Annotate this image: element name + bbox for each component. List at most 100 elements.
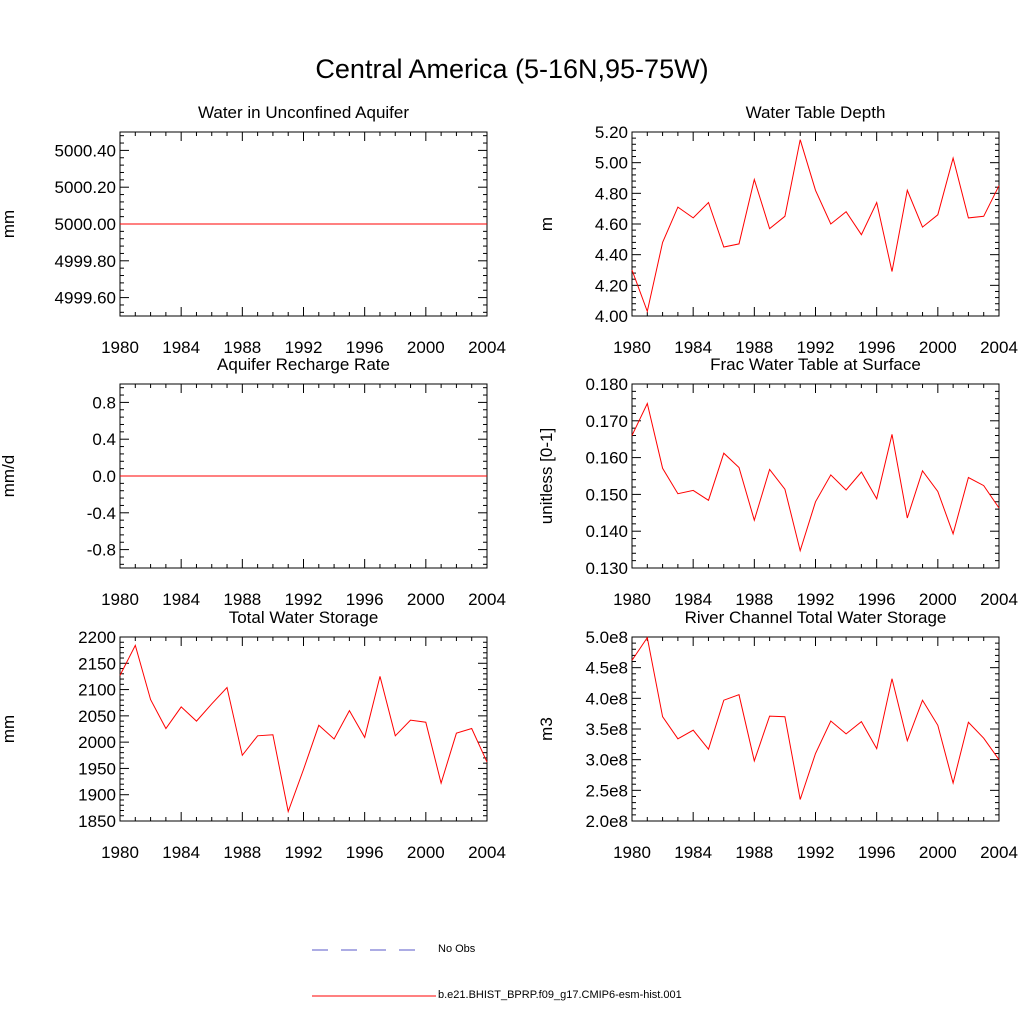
panel-3: 1980 1984 1988 1992 1996 2000 2004 -0.8 -0.4 0.0 0… — [0, 355, 506, 609]
panel-title: Total Water Storage — [229, 608, 379, 627]
x-tick-label: 1984 — [674, 590, 712, 609]
x-tick-label: 1980 — [613, 338, 651, 357]
y-tick-label: 4.5e8 — [585, 659, 628, 678]
y-tick-label: 5000.40 — [55, 141, 116, 160]
y-tick-label: 4999.60 — [55, 289, 116, 308]
plot-frame — [631, 636, 1000, 822]
y-tick-label: 3.0e8 — [585, 751, 628, 770]
x-tick-label: 1980 — [613, 843, 651, 862]
x-tick-label: 1996 — [858, 338, 896, 357]
x-tick-label: 2000 — [919, 843, 957, 862]
x-tick-label: 2000 — [407, 590, 445, 609]
y-tick-label: 0.150 — [585, 485, 628, 504]
y-axis-label: mm — [0, 210, 18, 238]
y-tick-label: -0.4 — [87, 504, 116, 523]
panel-1: 1980 1984 1988 1992 1996 2000 2004 4999.60 4999.… — [0, 103, 506, 357]
panel-title: Water Table Depth — [746, 103, 886, 122]
panel-6: 1980 1984 1988 1992 1996 2000 2004 2.0e8 2.5e8 3.… — [537, 608, 1018, 862]
y-axis-label: mm — [0, 715, 18, 743]
x-tick-label: 2000 — [919, 338, 957, 357]
x-tick-label: 2000 — [919, 590, 957, 609]
x-tick-label: 1984 — [674, 843, 712, 862]
y-tick-label: 5000.00 — [55, 215, 116, 234]
x-tick-label: 1980 — [101, 338, 139, 357]
x-tick-label: 1980 — [101, 590, 139, 609]
y-tick-label: 0.4 — [92, 430, 116, 449]
x-tick-label: 1988 — [735, 338, 773, 357]
panel-title: River Channel Total Water Storage — [685, 608, 947, 627]
x-tick-label: 2004 — [468, 590, 506, 609]
plot-frame — [631, 383, 1000, 569]
y-axis-label: mm/d — [0, 455, 18, 498]
legend-obs-swatch — [312, 949, 422, 951]
y-tick-label: 2100 — [78, 681, 116, 700]
x-tick-label: 2004 — [980, 843, 1018, 862]
y-tick-label: 2200 — [78, 628, 116, 647]
y-tick-label: 0.0 — [92, 467, 116, 486]
x-tick-label: 2004 — [980, 338, 1018, 357]
y-tick-label: 0.160 — [585, 449, 628, 468]
x-tick-label: 1988 — [223, 338, 261, 357]
y-tick-label: 1850 — [78, 812, 116, 831]
x-tick-label: 1984 — [674, 338, 712, 357]
y-axis-label: m3 — [537, 717, 556, 741]
x-tick-label: 1984 — [162, 338, 200, 357]
y-tick-label: 4.60 — [595, 215, 628, 234]
x-tick-label: 1992 — [797, 590, 835, 609]
x-tick-label: 1980 — [613, 590, 651, 609]
y-axis-label: unitless [0-1] — [537, 428, 556, 524]
panel-2: 1980 1984 1988 1992 1996 2000 2004 4.00 4.20 4.40… — [537, 103, 1018, 357]
data-series-line — [119, 644, 488, 814]
y-tick-label: 0.8 — [92, 393, 116, 412]
x-tick-label: 1992 — [797, 843, 835, 862]
y-axis-label: m — [537, 217, 556, 231]
y-tick-label: 1950 — [78, 759, 116, 778]
legend-obs-label: No Obs — [438, 943, 476, 955]
plot-frame — [119, 636, 488, 822]
y-tick-label: 5000.20 — [55, 178, 116, 197]
y-tick-label: 0.130 — [585, 559, 628, 578]
y-tick-label: 2.5e8 — [585, 781, 628, 800]
y-tick-label: 4.40 — [595, 246, 628, 265]
x-tick-label: 1992 — [797, 338, 835, 357]
panel-5: 1980 1984 1988 1992 1996 2000 2004 1850 1900 1950… — [0, 608, 506, 862]
x-tick-label: 1996 — [858, 843, 896, 862]
x-tick-label: 1992 — [285, 843, 323, 862]
x-tick-label: 1988 — [735, 843, 773, 862]
y-tick-label: 2050 — [78, 707, 116, 726]
y-tick-label: 5.00 — [595, 154, 628, 173]
figure-title: Central America (5-16N,95-75W) — [315, 54, 709, 84]
y-tick-label: 4.80 — [595, 184, 628, 203]
panel-4: 1980 1984 1988 1992 1996 2000 2004 0.130 0.140 0.… — [537, 355, 1018, 609]
y-tick-label: 4.20 — [595, 276, 628, 295]
y-tick-label: 0.180 — [585, 375, 628, 394]
x-tick-label: 1988 — [223, 590, 261, 609]
y-tick-label: 2.0e8 — [585, 812, 628, 831]
x-tick-label: 1996 — [346, 590, 384, 609]
y-tick-label: 4.0e8 — [585, 689, 628, 708]
panel-title: Frac Water Table at Surface — [710, 355, 921, 374]
x-tick-label: 2000 — [407, 843, 445, 862]
y-tick-label: 0.140 — [585, 522, 628, 541]
y-tick-label: -0.8 — [87, 541, 116, 560]
x-tick-label: 1996 — [346, 338, 384, 357]
x-tick-label: 2004 — [468, 843, 506, 862]
legend-model-swatch — [312, 995, 436, 997]
x-tick-label: 1996 — [858, 590, 896, 609]
y-tick-label: 0.170 — [585, 412, 628, 431]
y-tick-label: 5.20 — [595, 123, 628, 142]
data-series-line — [631, 402, 1000, 553]
y-tick-label: 4999.80 — [55, 252, 116, 271]
y-tick-label: 5.0e8 — [585, 628, 628, 647]
x-tick-label: 2000 — [407, 338, 445, 357]
x-tick-label: 1992 — [285, 590, 323, 609]
data-series-line — [631, 636, 1000, 800]
x-tick-label: 1992 — [285, 338, 323, 357]
y-tick-label: 4.00 — [595, 307, 628, 326]
x-tick-label: 1988 — [735, 590, 773, 609]
x-tick-label: 1980 — [101, 843, 139, 862]
x-tick-label: 1988 — [223, 843, 261, 862]
y-tick-label: 2000 — [78, 733, 116, 752]
plot-frame — [631, 131, 1000, 317]
